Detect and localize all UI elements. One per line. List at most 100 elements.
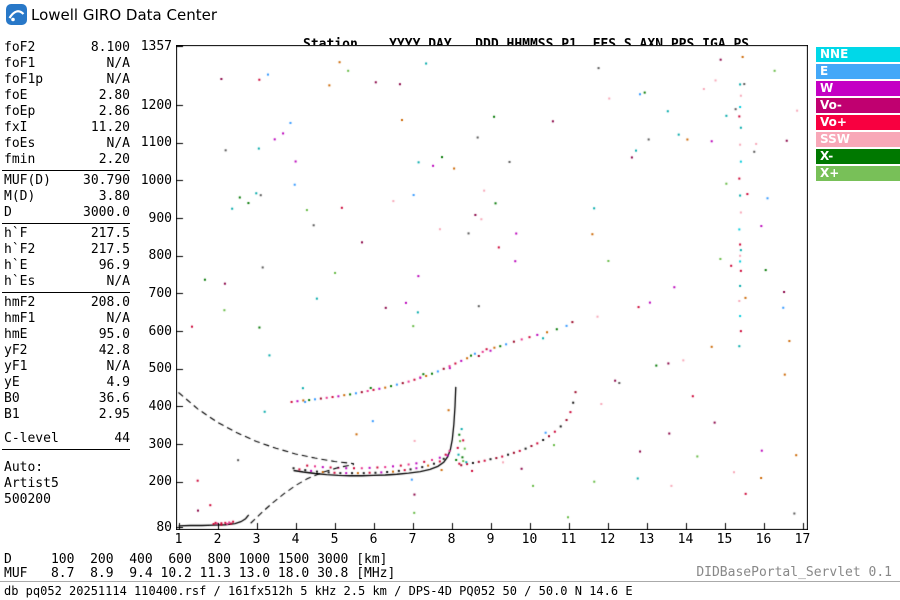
param-row: h`Es N/A <box>2 274 130 290</box>
distance-row: D 100 200 400 600 800 1000 1500 3000 [km… <box>4 552 388 567</box>
polarization-legend: NNE E W Vo- Vo+ SSW X- X+ <box>816 47 900 183</box>
param-row: foEs N/A <box>2 136 130 152</box>
param-value: N/A <box>106 359 130 374</box>
x-tick-label: 14 <box>677 532 694 547</box>
legend-item-vo: Vo- <box>816 98 900 113</box>
x-tick-label: 9 <box>486 532 495 547</box>
y-tick-label: 1100 <box>140 135 172 151</box>
param-label: h`Es <box>4 274 36 289</box>
y-tick-label: 700 <box>148 285 172 301</box>
x-tick-label: 1 <box>174 532 183 547</box>
param-label: D <box>4 205 12 220</box>
param-value: 3000.0 <box>83 205 130 220</box>
autoscaling-label: Auto: <box>4 460 44 475</box>
x-tick-label: 11 <box>560 532 577 547</box>
param-label: C-level <box>4 431 59 446</box>
x-tick-label: 4 <box>291 532 300 547</box>
param-label: fxI <box>4 120 28 135</box>
y-tick-label: 80 <box>156 519 172 535</box>
param-value: 2.95 <box>98 407 130 422</box>
param-group-gap <box>2 452 132 460</box>
param-row: hmF1 N/A <box>2 311 130 327</box>
x-tick-label: 13 <box>638 532 655 547</box>
status-bar-text: db pq052 20251114 110400.rsf / 161fx512h… <box>4 584 633 598</box>
param-value: 3.80 <box>98 189 130 204</box>
param-separator <box>2 449 130 450</box>
x-tick-label: 10 <box>521 532 538 547</box>
param-label: foE <box>4 88 28 103</box>
param-value: 95.0 <box>98 327 130 342</box>
param-value: 30.790 <box>83 173 130 188</box>
param-value: N/A <box>106 311 130 326</box>
param-label: foF1 <box>4 56 36 71</box>
param-value: 36.6 <box>98 391 130 406</box>
param-row: h`F2 217.5 <box>2 242 130 258</box>
y-tick-label: 1200 <box>140 97 172 113</box>
autoscaling-label: Artist5 <box>4 476 59 491</box>
param-row: fxI 11.20 <box>2 120 130 136</box>
param-row: foE 2.80 <box>2 88 130 104</box>
servlet-version-label: DIDBasePortal_Servlet 0.1 <box>696 565 892 580</box>
x-tick-label: 6 <box>369 532 378 547</box>
param-row: foF2 8.100 <box>2 40 130 56</box>
autoscaling-label: 500200 <box>4 492 51 507</box>
param-value: 217.5 <box>90 242 130 257</box>
param-label: h`E <box>4 258 28 273</box>
y-tick-label: 300 <box>148 436 172 452</box>
x-tick-label: 8 <box>447 532 456 547</box>
param-group-gap <box>2 423 132 431</box>
y-tick-label: 1000 <box>140 172 172 188</box>
param-label: foEs <box>4 136 36 151</box>
param-row: hmF2 208.0 <box>2 295 130 311</box>
legend-item-x: X+ <box>816 166 900 181</box>
param-row: yF1 N/A <box>2 359 130 375</box>
param-value: 11.20 <box>90 120 130 135</box>
legend-item-e: E <box>816 64 900 79</box>
param-row: yE 4.9 <box>2 375 130 391</box>
param-value: 44 <box>114 431 130 446</box>
param-value: N/A <box>106 72 130 87</box>
x-tick-label: 15 <box>716 532 733 547</box>
giro-logo-icon <box>6 4 27 25</box>
ionogram-parameter-panel: foF2 8.100 foF1 N/A foF1p N/A foE 2.80 foEp 2.86 f… <box>2 40 132 508</box>
param-separator <box>2 223 130 224</box>
param-label: hmF1 <box>4 311 36 326</box>
param-row: C-level 44 <box>2 431 130 447</box>
param-separator <box>2 292 130 293</box>
y-tick-label: 800 <box>148 248 172 264</box>
param-value: 96.9 <box>98 258 130 273</box>
param-value: N/A <box>106 136 130 151</box>
legend-item-vo: Vo+ <box>816 115 900 130</box>
page-title: Lowell GIRO Data Center <box>31 6 217 24</box>
param-row: MUF(D) 30.790 <box>2 173 130 189</box>
param-row: h`F 217.5 <box>2 226 130 242</box>
param-label: h`F <box>4 226 28 241</box>
x-tick-label: 17 <box>794 532 811 547</box>
x-tick-label: 16 <box>755 532 772 547</box>
y-tick-label: 200 <box>148 474 172 490</box>
muf-row: MUF 8.7 8.9 9.4 10.2 11.3 13.0 18.0 30.8… <box>4 566 396 581</box>
x-tick-label: 2 <box>213 532 222 547</box>
param-row: foF1p N/A <box>2 72 130 88</box>
legend-item-x: X- <box>816 149 900 164</box>
param-value: 42.8 <box>98 343 130 358</box>
legend-item-ssw: SSW <box>816 132 900 147</box>
param-value: 208.0 <box>90 295 130 310</box>
param-row: yF2 42.8 <box>2 343 130 359</box>
x-tick-label: 3 <box>252 532 261 547</box>
y-tick-label: 1357 <box>140 38 172 54</box>
y-tick-label: 500 <box>148 361 172 377</box>
param-label: hmE <box>4 327 28 342</box>
param-row: h`E 96.9 <box>2 258 130 274</box>
param-label: MUF(D) <box>4 173 51 188</box>
status-bar-divider <box>0 581 900 582</box>
param-row: foF1 N/A <box>2 56 130 72</box>
param-label: yF1 <box>4 359 28 374</box>
param-row: hmE 95.0 <box>2 327 130 343</box>
param-separator <box>2 170 130 171</box>
x-tick-label: 7 <box>408 532 417 547</box>
param-label: hmF2 <box>4 295 36 310</box>
param-label: foF1p <box>4 72 44 87</box>
param-row: B1 2.95 <box>2 407 130 423</box>
